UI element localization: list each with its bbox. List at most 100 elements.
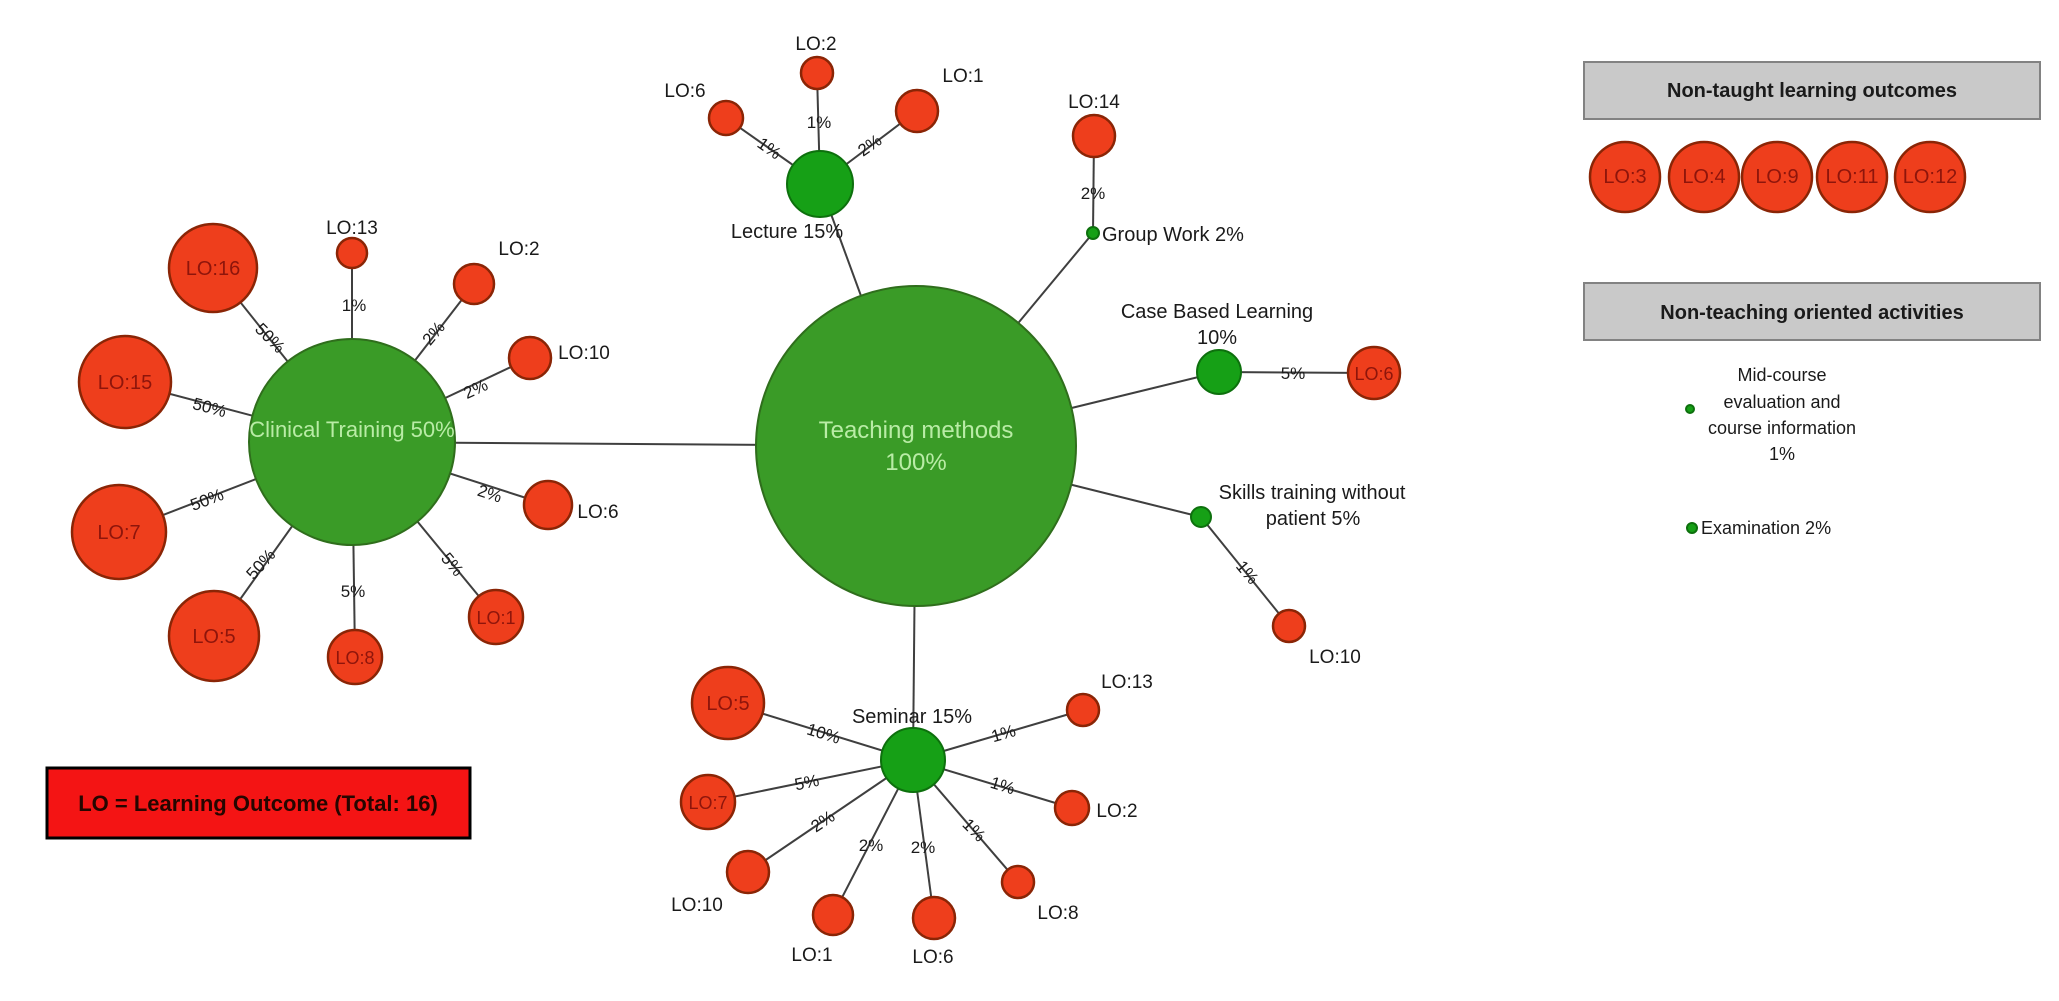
node-lecture-lo1 — [894, 88, 940, 134]
label-clinical-training: Clinical Training 50% — [249, 417, 454, 442]
non-taught-title: Non-taught learning outcomes — [1667, 80, 1957, 102]
pct-clinical-lo15: 50% — [191, 394, 229, 421]
node-skills-training — [1190, 506, 1212, 528]
label-cbl-lo6: LO:6 — [1354, 364, 1393, 384]
node-seminar-lo2 — [1053, 789, 1091, 827]
node-cbl-lo6 — [1346, 345, 1402, 401]
non-teaching-header-box — [1583, 282, 2041, 341]
pct-clinical-lo13: 1% — [342, 296, 367, 315]
pct-seminar-lo13: 1% — [989, 721, 1018, 746]
label-clinical-lo10: LO:10 — [558, 343, 610, 364]
label-clinical-lo2: LO:2 — [498, 239, 539, 260]
legend-box — [45, 766, 472, 840]
label-panel-lo4: LO:4 — [1682, 166, 1725, 188]
label-seminar-lo5: LO:5 — [706, 693, 749, 715]
node-group-work — [1086, 226, 1100, 240]
node-seminar — [880, 727, 946, 793]
pct-clinical-lo6: 2% — [475, 481, 504, 507]
label-clinical-lo6: LO:6 — [577, 502, 618, 523]
pct-seminar-lo1: 2% — [859, 836, 884, 855]
pct-clinical-lo16: 50% — [251, 319, 288, 356]
label-clinical-lo1: LO:1 — [476, 608, 515, 628]
node-seminar-lo10 — [725, 849, 771, 895]
edge-seminar-lo7 — [707, 759, 914, 803]
label-skills-line1: Skills training without — [1219, 482, 1406, 504]
node-seminar-lo6 — [911, 895, 957, 941]
pct-cbl-lo6: 5% — [1281, 364, 1306, 383]
label-lecture-lo2: LO:2 — [795, 34, 836, 55]
label-group-work: Group Work 2% — [1102, 224, 1244, 246]
label-seminar-lo10: LO:10 — [671, 895, 723, 916]
node-midcourse-dot — [1685, 404, 1695, 414]
label-seminar-lo6: LO:6 — [912, 947, 953, 968]
node-seminar-lo13 — [1065, 692, 1101, 728]
node-seminar-lo8 — [1000, 864, 1036, 900]
node-clinical-training — [248, 338, 456, 546]
non-taught-header-box — [1583, 61, 2041, 120]
node-clinical-lo8 — [326, 628, 384, 686]
label-groupwork-lo14: LO:14 — [1068, 92, 1120, 113]
node-teaching-methods — [755, 285, 1077, 607]
edge-seminar-lo10 — [747, 759, 914, 873]
midcourse-line4: 1% — [1769, 444, 1795, 464]
node-clinical-lo1 — [467, 588, 525, 646]
midcourse-line2: evaluation and — [1723, 392, 1840, 412]
node-lecture — [786, 150, 854, 218]
node-seminar-lo1 — [811, 893, 855, 937]
pct-lecture-lo6: 1% — [754, 134, 785, 164]
node-panel-lo12 — [1893, 140, 1967, 214]
label-cbl-line2: 10% — [1197, 327, 1237, 349]
node-clinical-lo13 — [335, 236, 369, 270]
pct-seminar-lo10: 2% — [807, 807, 838, 836]
label-clinical-lo13: LO:13 — [326, 218, 378, 239]
label-teaching-methods: Teaching methods — [819, 417, 1014, 444]
node-clinical-lo16 — [167, 222, 259, 314]
green-nodes — [248, 150, 1698, 793]
node-case-based-learning — [1196, 349, 1242, 395]
label-cbl-line1: Case Based Learning — [1121, 301, 1313, 323]
pct-seminar-lo7: 5% — [793, 771, 821, 795]
label-clinical-lo15: LO:15 — [98, 372, 152, 394]
node-groupwork-lo14 — [1071, 113, 1117, 159]
pct-seminar-lo5: 10% — [805, 720, 843, 748]
label-lecture-lo6: LO:6 — [664, 81, 705, 102]
pct-seminar-lo6: 2% — [911, 838, 936, 857]
label-lecture-lo1: LO:1 — [942, 66, 983, 87]
examination-label: Examination 2% — [1701, 518, 1831, 538]
label-teaching-pct: 100% — [885, 449, 946, 476]
label-seminar-lo1: LO:1 — [791, 945, 832, 966]
node-examination-dot — [1686, 522, 1698, 534]
legend-text: LO = Learning Outcome (Total: 16) — [78, 791, 438, 816]
label-seminar: Seminar 15% — [852, 706, 972, 728]
label-seminar-lo7: LO:7 — [688, 793, 727, 813]
panel-non-teaching: Non-teaching oriented activities Mid-cou… — [1583, 282, 2041, 538]
label-clinical-lo16: LO:16 — [186, 258, 240, 280]
node-clinical-lo7 — [70, 483, 168, 581]
pct-seminar-lo2: 1% — [988, 773, 1017, 798]
label-panel-lo11: LO:11 — [1826, 166, 1879, 188]
legend: LO = Learning Outcome (Total: 16) — [45, 766, 472, 840]
panel-non-taught: Non-taught learning outcomes LO:3 LO:4 L… — [1583, 61, 2041, 214]
node-clinical-lo10 — [507, 335, 553, 381]
non-teaching-title: Non-teaching oriented activities — [1660, 302, 1963, 324]
midcourse-line1: Mid-course — [1737, 365, 1826, 385]
node-clinical-lo15 — [77, 334, 173, 430]
edge-skills-lo10 — [1200, 516, 1290, 627]
midcourse-line3: course information — [1708, 418, 1856, 438]
label-skills-line2: patient 5% — [1266, 508, 1361, 530]
label-clinical-lo7: LO:7 — [97, 522, 140, 544]
node-panel-lo3 — [1588, 140, 1662, 214]
node-clinical-lo6 — [522, 479, 574, 531]
node-seminar-lo7 — [679, 773, 737, 831]
pct-lecture-lo2: 1% — [807, 113, 832, 132]
label-panel-lo9: LO:9 — [1755, 166, 1798, 188]
red-nodes — [70, 55, 1402, 941]
pct-clinical-lo8: 5% — [341, 582, 366, 601]
label-clinical-lo5: LO:5 — [192, 626, 235, 648]
node-lecture-lo2 — [799, 55, 835, 91]
node-clinical-lo5 — [167, 589, 261, 683]
node-panel-lo11 — [1815, 140, 1889, 214]
label-clinical-lo8: LO:8 — [335, 648, 374, 668]
node-clinical-lo2 — [452, 262, 496, 306]
